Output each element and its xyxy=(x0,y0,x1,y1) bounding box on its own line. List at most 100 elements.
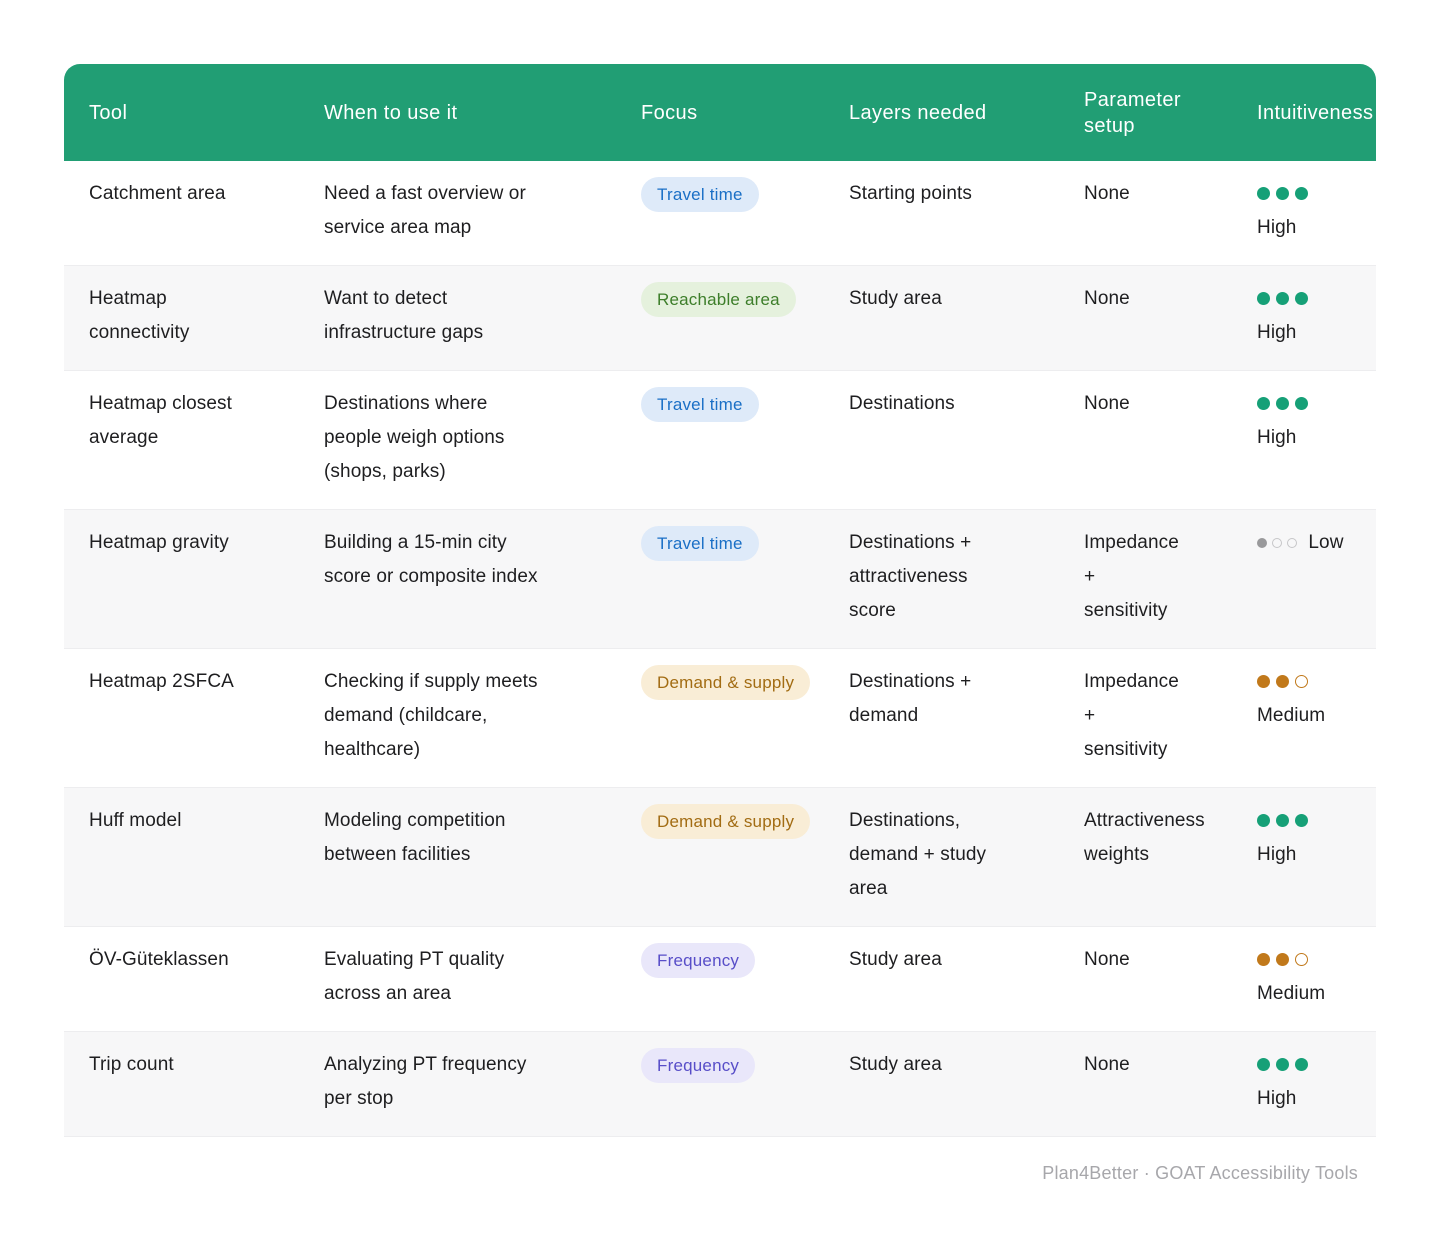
rating-dot-filled-icon xyxy=(1276,187,1289,201)
table-body: Catchment area Need a fast overview or se… xyxy=(64,161,1376,1137)
rating-dot-filled-icon xyxy=(1257,537,1267,548)
when-cell: Destinations where people weigh options … xyxy=(324,393,505,482)
intuitiveness-dots xyxy=(1257,814,1308,828)
rating-dot-empty-icon xyxy=(1295,675,1308,689)
focus-cell: Travel time xyxy=(616,371,824,509)
focus-cell: Demand & supply xyxy=(616,788,824,926)
focus-pill-reachable-area: Reachable area xyxy=(641,282,796,317)
intuitiveness-dots xyxy=(1257,397,1308,411)
intuitiveness-label: High xyxy=(1257,217,1297,238)
rating-dot-filled-icon xyxy=(1295,814,1308,828)
intuitiveness-cell: High xyxy=(1232,788,1376,926)
table-row: Heatmap closest average Destinations wher… xyxy=(64,371,1376,510)
focus-pill-frequency: Frequency xyxy=(641,943,756,978)
focus-pill-demand-supply: Demand & supply xyxy=(641,804,811,839)
when-cell: Evaluating PT quality across an area xyxy=(324,949,505,1004)
intuitiveness-dots xyxy=(1257,292,1308,306)
when-cell: Building a 15-min city score or composit… xyxy=(324,532,538,587)
intuitiveness-label: Low xyxy=(1308,532,1344,553)
intuitiveness-cell: High xyxy=(1232,371,1376,509)
column-header-params: Parameter setup xyxy=(1084,88,1181,137)
rating-dot-filled-icon xyxy=(1276,292,1289,306)
layers-cell: Study area xyxy=(849,288,942,309)
tool-cell: Heatmap 2SFCA xyxy=(89,671,234,692)
focus-pill-frequency: Frequency xyxy=(641,1048,756,1083)
rating-dot-filled-icon xyxy=(1257,814,1270,828)
layers-cell: Destinations, demand + study area xyxy=(849,810,987,899)
table-row: ÖV-Güteklassen Evaluating PT quality acro… xyxy=(64,927,1376,1032)
when-cell: Modeling competition between facilities xyxy=(324,810,506,865)
params-cell: Impedance + sensitivity xyxy=(1084,532,1179,621)
focus-cell: Reachable area xyxy=(616,266,824,370)
rating-dot-filled-icon xyxy=(1257,397,1270,411)
layers-cell: Study area xyxy=(849,949,942,970)
layers-cell: Study area xyxy=(849,1054,942,1075)
rating-dot-filled-icon xyxy=(1257,953,1270,967)
focus-cell: Frequency xyxy=(616,1032,824,1136)
intuitiveness-label: High xyxy=(1257,427,1297,448)
focus-pill-demand-supply: Demand & supply xyxy=(641,665,811,700)
intuitiveness-label: High xyxy=(1257,844,1297,865)
focus-cell: Frequency xyxy=(616,927,824,1031)
table-header-row: Tool When to use it Focus Layers needed Para… xyxy=(64,64,1376,161)
rating-dot-empty-icon xyxy=(1295,953,1308,967)
tools-table: Tool When to use it Focus Layers needed Para… xyxy=(64,64,1376,1137)
when-cell: Checking if supply meets demand (childca… xyxy=(324,671,538,760)
tool-cell: Heatmap connectivity xyxy=(89,288,190,343)
rating-dot-filled-icon xyxy=(1257,1058,1270,1072)
tool-cell: Huff model xyxy=(89,810,182,831)
intuitiveness-dots xyxy=(1257,537,1297,548)
column-header-layers: Layers needed xyxy=(849,101,987,124)
column-header-intuitiveness: Intuitiveness xyxy=(1257,101,1374,124)
rating-dot-empty-icon xyxy=(1272,537,1282,548)
rating-dot-filled-icon xyxy=(1257,187,1270,201)
intuitiveness-label: High xyxy=(1257,1088,1297,1109)
intuitiveness-label: High xyxy=(1257,322,1297,343)
rating-dot-filled-icon xyxy=(1295,292,1308,306)
params-cell: None xyxy=(1084,183,1130,204)
table-row: Trip count Analyzing PT frequency per sto… xyxy=(64,1032,1376,1137)
intuitiveness-cell: Low xyxy=(1232,510,1376,648)
rating-dot-filled-icon xyxy=(1295,397,1308,411)
intuitiveness-cell: Medium xyxy=(1232,649,1376,787)
intuitiveness-dots xyxy=(1257,675,1308,689)
tool-cell: Trip count xyxy=(89,1054,174,1075)
intuitiveness-label: Medium xyxy=(1257,983,1326,1004)
intuitiveness-dots xyxy=(1257,1058,1308,1072)
focus-pill-travel-time: Travel time xyxy=(641,526,759,561)
focus-cell: Demand & supply xyxy=(616,649,824,787)
column-header-focus: Focus xyxy=(641,101,698,124)
layers-cell: Starting points xyxy=(849,183,972,204)
column-header-when: When to use it xyxy=(324,101,458,124)
when-cell: Want to detect infrastructure gaps xyxy=(324,288,484,343)
credit-line: Plan4Better · GOAT Accessibility Tools xyxy=(1042,1163,1358,1183)
intuitiveness-cell: High xyxy=(1232,266,1376,370)
tool-cell: Heatmap closest average xyxy=(89,393,233,448)
rating-dot-filled-icon xyxy=(1295,187,1308,201)
rating-dot-filled-icon xyxy=(1257,292,1270,306)
intuitiveness-dots xyxy=(1257,953,1308,967)
params-cell: Impedance + sensitivity xyxy=(1084,671,1179,760)
params-cell: None xyxy=(1084,288,1130,309)
tool-cell: Catchment area xyxy=(89,183,226,204)
tool-cell: Heatmap gravity xyxy=(89,532,229,553)
rating-dot-empty-icon xyxy=(1287,537,1297,548)
intuitiveness-cell: High xyxy=(1232,1032,1376,1136)
column-header-tool: Tool xyxy=(89,101,128,124)
page-content: Tool When to use it Focus Layers needed Para… xyxy=(64,64,1376,1184)
table-row: Heatmap 2SFCA Checking if supply meets de… xyxy=(64,649,1376,788)
focus-cell: Travel time xyxy=(616,510,824,648)
rating-dot-filled-icon xyxy=(1276,1058,1289,1072)
focus-cell: Travel time xyxy=(616,161,824,265)
focus-pill-travel-time: Travel time xyxy=(641,387,759,422)
table-row: Catchment area Need a fast overview or se… xyxy=(64,161,1376,266)
params-cell: None xyxy=(1084,949,1130,970)
table-row: Huff model Modeling competition between f… xyxy=(64,788,1376,927)
when-cell: Analyzing PT frequency per stop xyxy=(324,1054,527,1109)
params-cell: None xyxy=(1084,393,1130,414)
when-cell: Need a fast overview or service area map xyxy=(324,183,526,238)
rating-dot-filled-icon xyxy=(1295,1058,1308,1072)
params-cell: Attractiveness weights xyxy=(1084,810,1205,865)
table-row: Heatmap gravity Building a 15-min city sc… xyxy=(64,510,1376,649)
rating-dot-filled-icon xyxy=(1257,675,1270,689)
